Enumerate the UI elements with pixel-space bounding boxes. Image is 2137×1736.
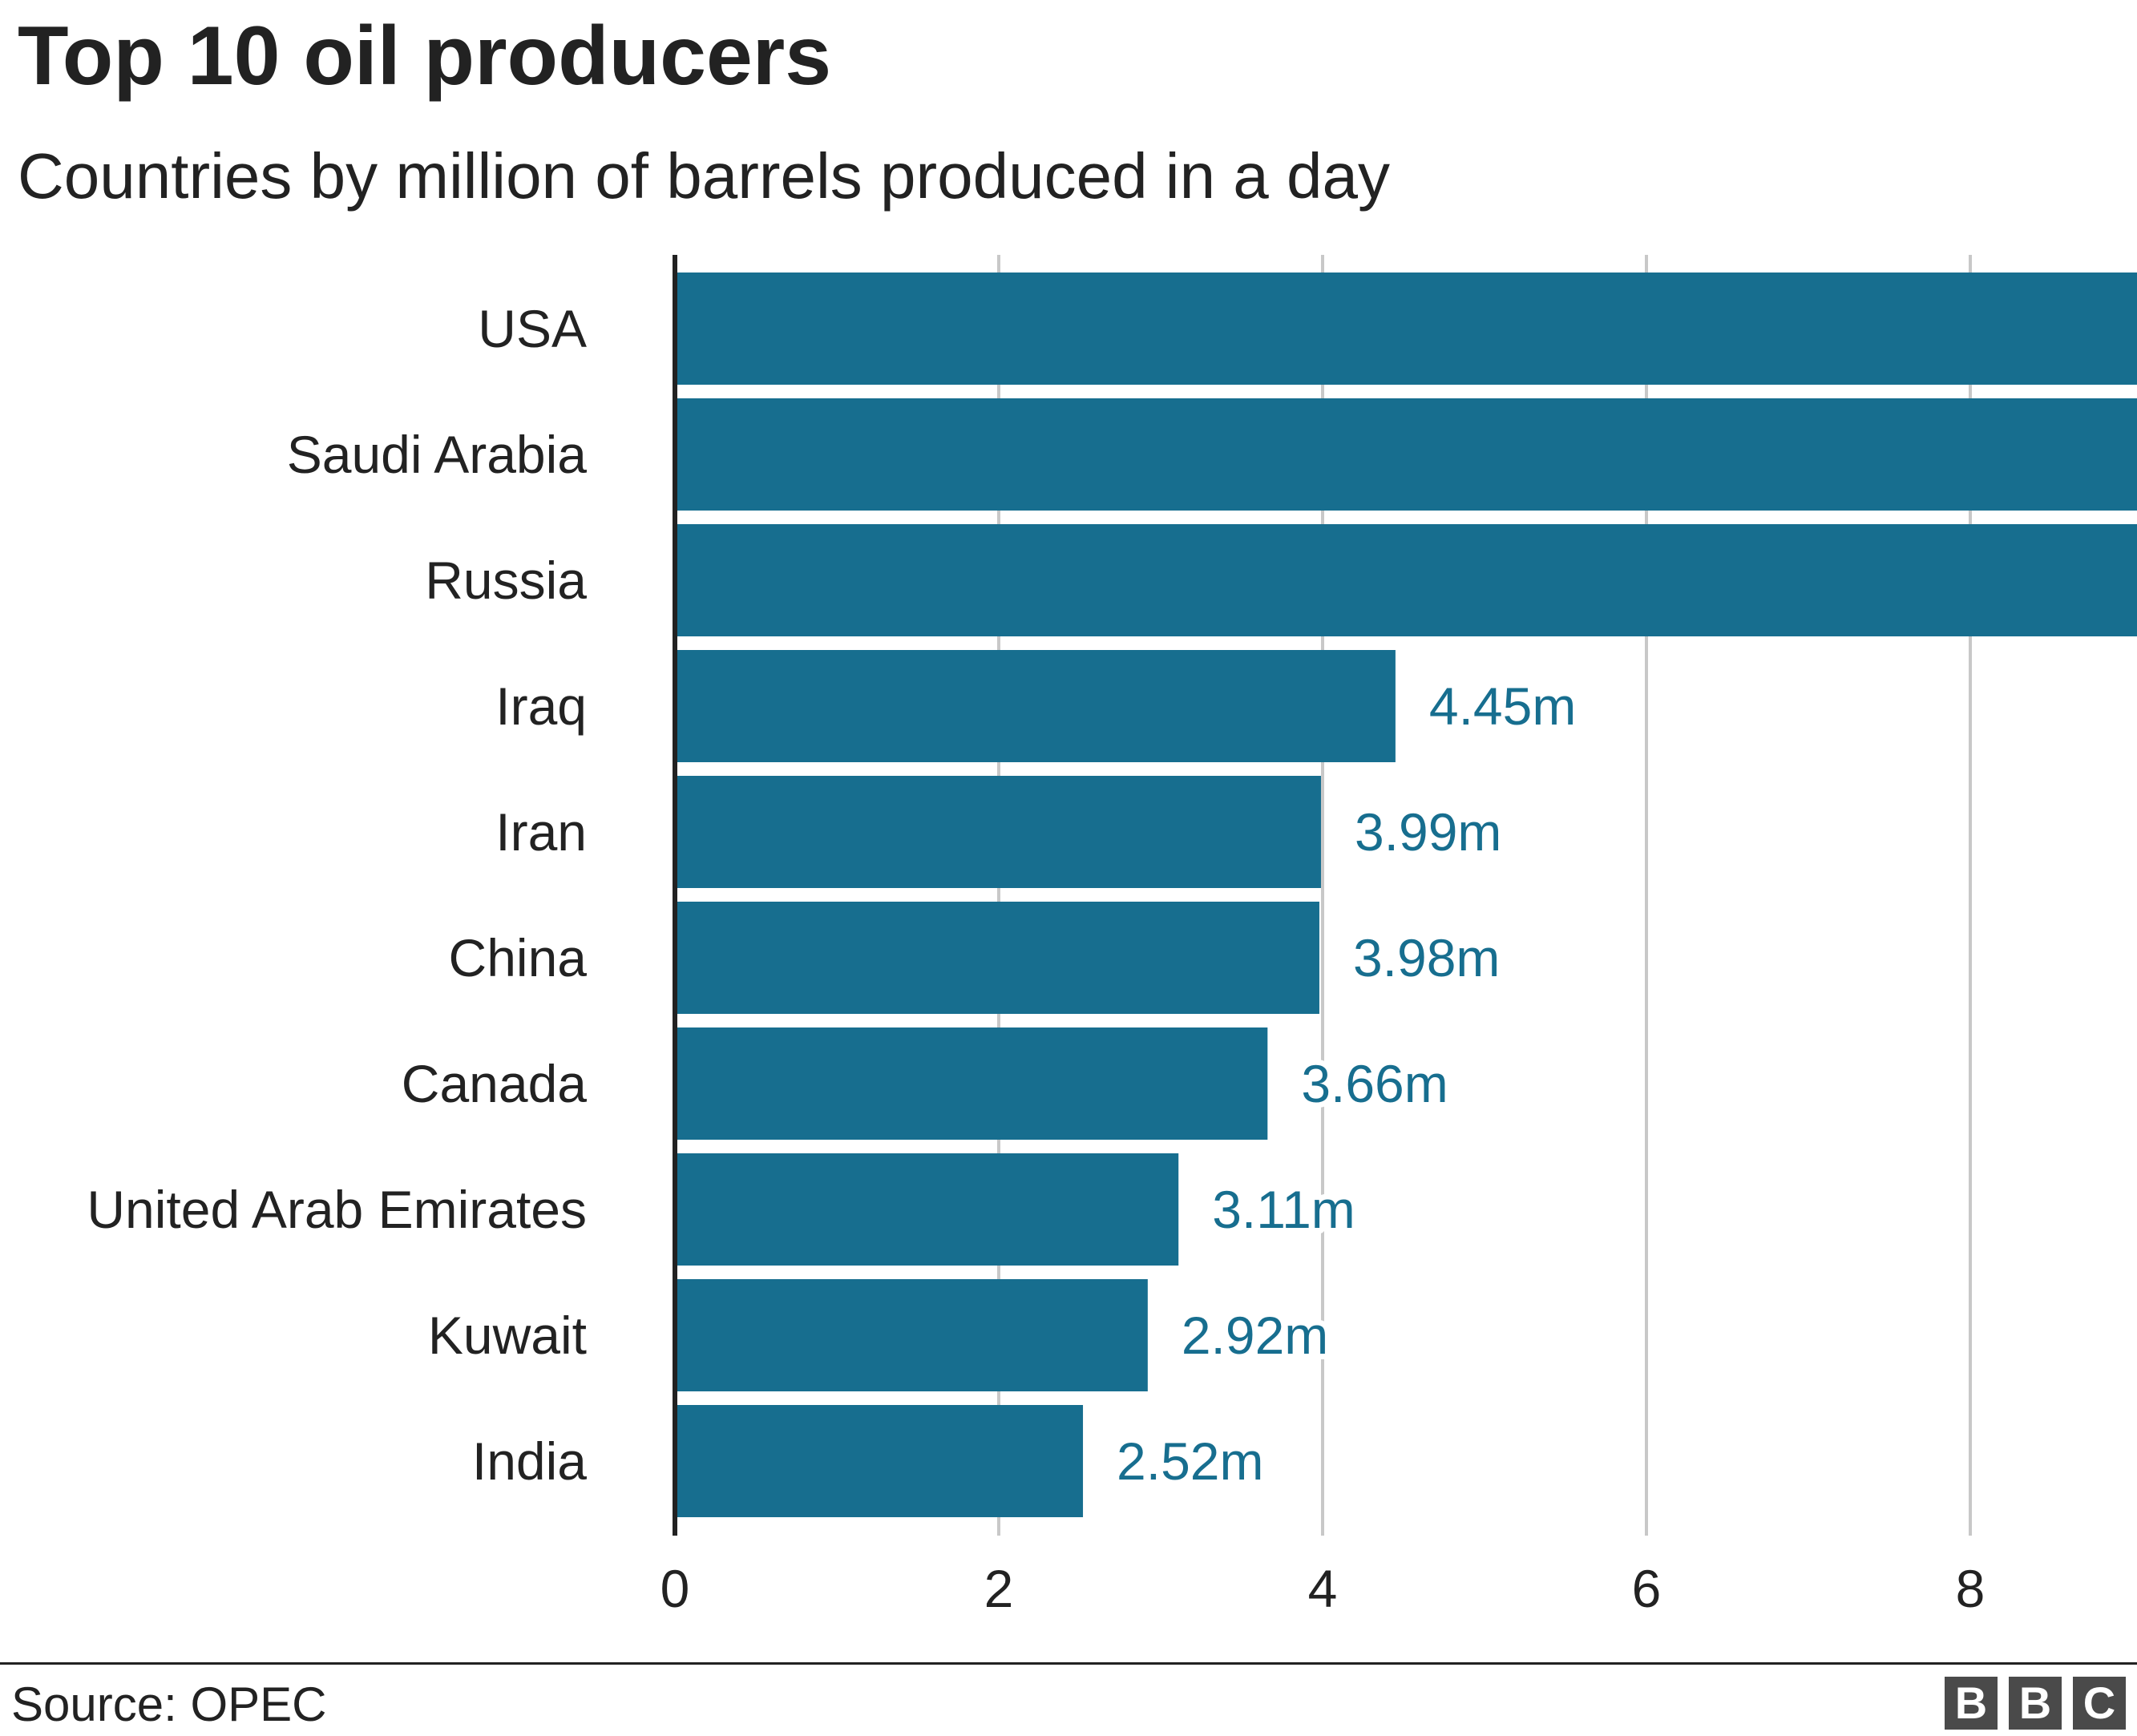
bar [675,776,1321,888]
bar [675,273,2137,385]
source-note: Source: OPEC [11,1677,327,1731]
bbc-logo: B B C [1945,1677,2126,1730]
chart-subtitle: Countries by million of barrels produced… [18,140,1390,212]
category-label: Kuwait [428,1306,587,1365]
bar [675,1405,1084,1517]
bar [675,398,2137,511]
category-label: USA [478,299,587,358]
data-label: 4.45m [1429,676,1576,736]
x-axis-ticks: 0246810121416 [660,1559,1986,1618]
bar [675,650,1396,762]
bbc-logo-block: B [1945,1677,1998,1730]
bar [675,1027,1268,1140]
category-label: Saudi Arabia [287,425,588,484]
data-label: 3.98m [1353,928,1500,987]
data-label: 3.99m [1355,802,1501,862]
bars [675,273,2137,1517]
chart-title: Top 10 oil producers [18,10,832,103]
data-label: 2.52m [1117,1431,1263,1491]
bbc-logo-block: B [2009,1677,2062,1730]
data-label: 3.66m [1301,1054,1448,1113]
category-label: China [449,928,588,987]
category-label: Iran [495,802,587,862]
category-label: Canada [402,1054,587,1113]
bar [675,524,2137,636]
category-label: Russia [425,551,587,610]
footer-divider [0,1662,2137,1665]
bbc-logo-block: C [2073,1677,2126,1730]
x-tick-label: 0 [660,1559,690,1618]
category-label: United Arab Emirates [87,1180,587,1239]
x-tick-label: 6 [1632,1559,1662,1618]
bar [675,1153,1179,1266]
bar [675,902,1319,1014]
value-labels: 15m12m10.8m4.45m3.99m3.98m3.66m3.11m2.92… [1111,671,1582,1496]
x-tick-label: 4 [1308,1559,1338,1618]
x-tick-label: 2 [984,1559,1014,1618]
x-tick-label: 8 [1956,1559,1986,1618]
bar-chart: USA Saudi Arabia Russia Iraq Iran China Canada… [87,255,2137,1618]
data-label: 3.11m [1212,1180,1355,1239]
bar [675,1279,1148,1391]
category-label: Iraq [495,676,587,736]
data-label: 2.92m [1182,1306,1328,1365]
category-label: India [472,1431,587,1491]
category-labels: USA Saudi Arabia Russia Iraq Iran China Canada… [87,299,587,1491]
